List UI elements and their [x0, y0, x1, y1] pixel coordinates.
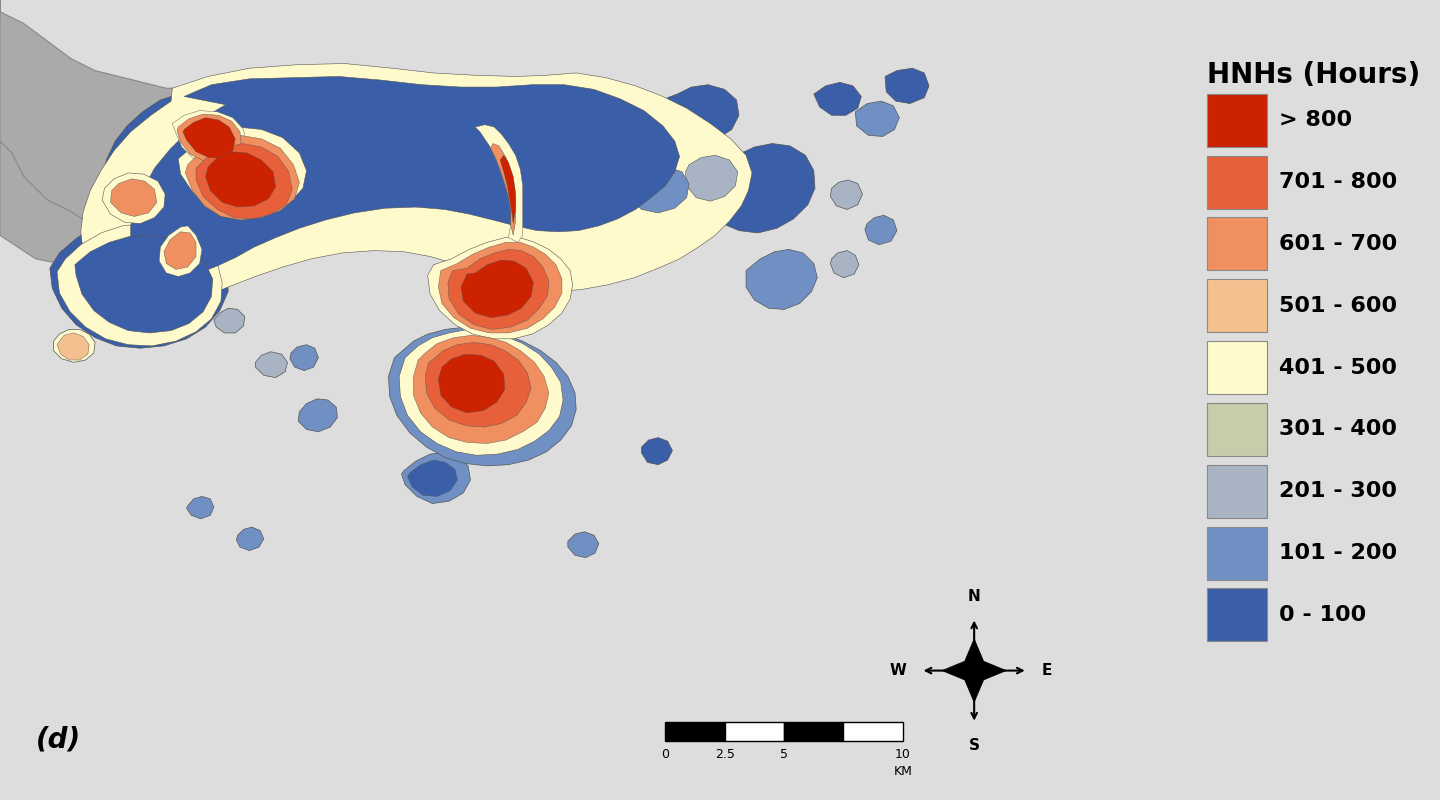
Polygon shape — [81, 63, 752, 310]
Bar — [1207, 403, 1267, 456]
Polygon shape — [102, 173, 166, 223]
Text: N: N — [968, 589, 981, 603]
Text: E: E — [1043, 663, 1053, 678]
Polygon shape — [0, 0, 255, 270]
Polygon shape — [187, 497, 215, 519]
Text: KM: KM — [893, 765, 913, 778]
Bar — [1207, 465, 1267, 518]
Polygon shape — [428, 238, 573, 339]
Polygon shape — [814, 82, 861, 115]
Polygon shape — [236, 527, 264, 550]
Polygon shape — [58, 223, 222, 346]
Polygon shape — [500, 155, 516, 223]
Polygon shape — [886, 68, 929, 103]
Polygon shape — [448, 250, 549, 330]
Text: 601 - 700: 601 - 700 — [1279, 234, 1398, 254]
Polygon shape — [215, 308, 245, 333]
Polygon shape — [75, 235, 213, 333]
Text: 301 - 400: 301 - 400 — [1279, 419, 1397, 439]
Polygon shape — [706, 143, 815, 233]
Polygon shape — [438, 354, 505, 413]
Polygon shape — [164, 232, 196, 270]
Polygon shape — [425, 342, 531, 427]
Polygon shape — [131, 77, 680, 280]
Polygon shape — [642, 438, 672, 465]
Polygon shape — [831, 250, 858, 278]
Polygon shape — [461, 260, 533, 318]
Polygon shape — [402, 452, 471, 503]
Polygon shape — [408, 460, 458, 497]
Text: 201 - 300: 201 - 300 — [1279, 482, 1397, 502]
Text: 501 - 600: 501 - 600 — [1279, 296, 1398, 316]
Bar — [665, 722, 724, 741]
Polygon shape — [50, 217, 228, 348]
Bar — [844, 722, 903, 741]
Polygon shape — [389, 327, 576, 466]
Text: 0 - 100: 0 - 100 — [1279, 605, 1367, 625]
Bar — [1207, 589, 1267, 642]
Polygon shape — [173, 110, 246, 165]
Text: > 800: > 800 — [1279, 110, 1352, 130]
Polygon shape — [865, 215, 897, 245]
Polygon shape — [438, 242, 562, 333]
Text: HNHs (Hours): HNHs (Hours) — [1207, 62, 1420, 90]
Bar — [724, 722, 783, 741]
Text: S: S — [969, 738, 979, 753]
Polygon shape — [628, 167, 688, 213]
Polygon shape — [567, 532, 599, 558]
Polygon shape — [831, 180, 863, 210]
Polygon shape — [177, 114, 240, 161]
Polygon shape — [206, 152, 275, 207]
Text: W: W — [890, 663, 906, 678]
Text: 701 - 800: 701 - 800 — [1279, 172, 1398, 192]
Polygon shape — [475, 125, 523, 242]
Text: 101 - 200: 101 - 200 — [1279, 543, 1398, 563]
Bar — [1207, 526, 1267, 579]
Text: 5: 5 — [780, 748, 788, 762]
Polygon shape — [399, 330, 563, 455]
Polygon shape — [413, 335, 549, 443]
Polygon shape — [942, 639, 1007, 702]
Bar — [1207, 279, 1267, 332]
Text: 401 - 500: 401 - 500 — [1279, 358, 1397, 378]
Polygon shape — [746, 250, 818, 310]
Text: 10: 10 — [894, 748, 912, 762]
Polygon shape — [855, 101, 900, 137]
Polygon shape — [183, 118, 235, 158]
Polygon shape — [662, 85, 739, 141]
Polygon shape — [92, 70, 743, 292]
Polygon shape — [53, 330, 95, 362]
Polygon shape — [179, 127, 307, 215]
Text: (d): (d) — [36, 725, 81, 753]
Bar — [1207, 218, 1267, 270]
Text: 0: 0 — [661, 748, 670, 762]
Text: 2.5: 2.5 — [714, 748, 734, 762]
Polygon shape — [196, 143, 292, 219]
Bar — [1207, 94, 1267, 147]
Polygon shape — [491, 143, 516, 235]
Polygon shape — [0, 141, 95, 265]
Polygon shape — [289, 345, 318, 370]
Polygon shape — [186, 135, 300, 220]
Polygon shape — [255, 352, 288, 378]
Bar — [1207, 341, 1267, 394]
Polygon shape — [58, 333, 89, 360]
Polygon shape — [685, 155, 737, 201]
Bar — [783, 722, 844, 741]
Polygon shape — [160, 226, 202, 277]
Polygon shape — [298, 399, 337, 432]
Bar — [1207, 156, 1267, 209]
Polygon shape — [111, 179, 157, 217]
